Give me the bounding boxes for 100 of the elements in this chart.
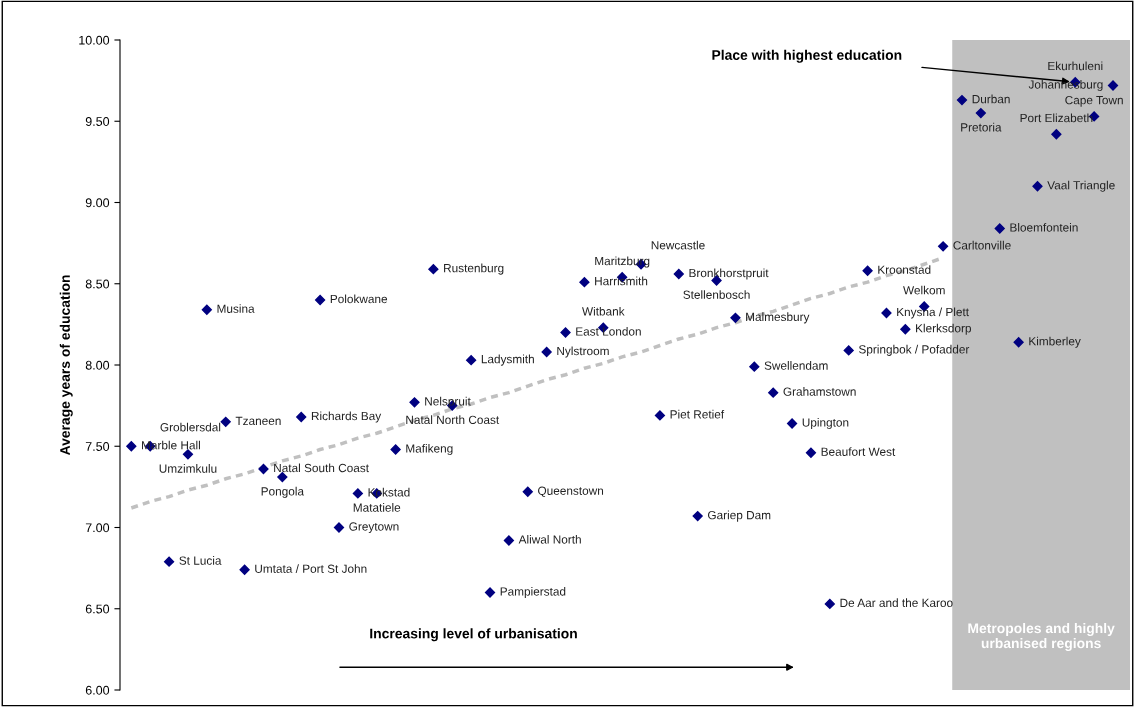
data-label: Newcastle bbox=[651, 240, 705, 250]
y-axis-title: Average years of education bbox=[59, 275, 73, 456]
data-label: Welkom bbox=[903, 285, 945, 295]
point bbox=[466, 355, 477, 366]
data-label: Klerksdorp bbox=[916, 323, 971, 335]
point bbox=[749, 361, 760, 372]
data-label: Ekurhuleni bbox=[1048, 61, 1103, 71]
data-label: Pampierstad bbox=[500, 587, 566, 598]
y-tick-label: 7.00 bbox=[85, 523, 110, 533]
data-label: Johannesburg bbox=[1028, 80, 1103, 91]
y-tick-label: 8.50 bbox=[85, 279, 110, 289]
point bbox=[673, 268, 684, 280]
data-label: Knysna / Plett bbox=[897, 307, 969, 319]
data-label: Beaufort West bbox=[821, 447, 896, 456]
data-label: Springbok / Pofadder bbox=[858, 344, 970, 356]
data-label: Umtata / Port St John bbox=[255, 564, 367, 573]
data-label: Greytown bbox=[349, 522, 399, 533]
data-label: Bronkhorstpruit bbox=[689, 268, 769, 280]
data-label: Pongola bbox=[261, 486, 305, 498]
point bbox=[163, 556, 175, 567]
point bbox=[1032, 181, 1043, 192]
data-label: Groblersdal bbox=[160, 422, 221, 432]
y-tick-label: 9.00 bbox=[85, 198, 110, 208]
point bbox=[201, 304, 212, 315]
annotation: Metropoles and highly urbanised regions bbox=[968, 622, 1115, 651]
point bbox=[503, 535, 515, 546]
point bbox=[560, 327, 571, 338]
point bbox=[843, 345, 854, 356]
y-tick-label: 9.50 bbox=[85, 117, 110, 126]
data-label: Ladysmith bbox=[481, 354, 534, 366]
point bbox=[579, 277, 590, 288]
point bbox=[409, 397, 420, 408]
data-label: Rustenburg bbox=[444, 263, 504, 275]
data-label: Nylstroom bbox=[557, 346, 609, 358]
data-label: Piet Retief bbox=[670, 409, 725, 419]
point bbox=[390, 444, 401, 455]
data-label: Gariep Dam bbox=[708, 510, 771, 522]
data-label: Durban bbox=[972, 94, 1010, 104]
point bbox=[768, 387, 779, 398]
data-label: Bloemfontein bbox=[1010, 223, 1078, 232]
annotation: Increasing level of urbanisation bbox=[370, 628, 577, 642]
point bbox=[352, 488, 363, 499]
data-label: Pretoria bbox=[961, 122, 1002, 132]
point bbox=[937, 241, 949, 252]
data-label: Cape Town bbox=[1065, 95, 1123, 107]
point bbox=[975, 108, 986, 119]
point bbox=[314, 294, 326, 306]
data-label: East London bbox=[576, 327, 641, 336]
point bbox=[428, 264, 439, 275]
data-label: Port Elizabeth bbox=[1020, 113, 1093, 123]
point bbox=[1051, 129, 1062, 140]
data-label: Harrismith bbox=[595, 276, 648, 286]
point bbox=[730, 312, 741, 323]
data-label: Tzaneen bbox=[235, 416, 281, 426]
y-tick-label: 7.50 bbox=[85, 442, 110, 451]
data-label: Swellendam bbox=[764, 361, 828, 370]
data-label: Upington bbox=[802, 418, 849, 429]
point bbox=[654, 410, 666, 421]
point bbox=[277, 472, 288, 483]
data-label: Malmesbury bbox=[746, 312, 810, 324]
data-label: Natal South Coast bbox=[274, 463, 369, 473]
data-label: Matatiele bbox=[353, 503, 401, 512]
data-label: Richards Bay bbox=[311, 411, 382, 423]
data-label: Mafikeng bbox=[406, 444, 453, 455]
data-label: Kroonstad bbox=[878, 265, 931, 274]
point bbox=[296, 411, 307, 423]
annotation: Place with highest education bbox=[712, 49, 902, 63]
y-tick-label: 6.50 bbox=[85, 604, 110, 614]
data-label: Grahamstown bbox=[783, 387, 856, 396]
point bbox=[182, 449, 194, 460]
point bbox=[541, 346, 552, 358]
data-label: Umzimkulu bbox=[159, 464, 217, 473]
point bbox=[862, 265, 873, 276]
point bbox=[126, 441, 137, 452]
data-label: Carltonville bbox=[953, 240, 1011, 250]
data-label: Musina bbox=[217, 304, 255, 313]
point bbox=[1013, 337, 1024, 348]
data-label: Nelspruit bbox=[425, 396, 471, 408]
data-label: De Aar and the Karoo bbox=[840, 598, 953, 608]
data-label: Polokwane bbox=[330, 294, 388, 304]
data-label: Aliwal North bbox=[518, 535, 581, 544]
data-label: Stellenbosch bbox=[683, 290, 750, 299]
y-tick-label: 10.00 bbox=[79, 35, 110, 45]
point bbox=[239, 564, 250, 575]
data-label: St Lucia bbox=[179, 556, 222, 565]
point bbox=[824, 598, 835, 609]
data-label: Kimberley bbox=[1029, 336, 1081, 348]
point bbox=[220, 416, 231, 427]
data-label: Queenstown bbox=[538, 486, 604, 498]
point bbox=[692, 511, 703, 522]
data-label: Witbank bbox=[582, 306, 625, 316]
point bbox=[994, 223, 1005, 234]
point bbox=[522, 486, 533, 497]
point bbox=[956, 95, 968, 106]
y-tick-label: 8.00 bbox=[85, 360, 110, 370]
point bbox=[900, 324, 911, 335]
point bbox=[805, 447, 817, 458]
data-label: Natal North Coast bbox=[406, 415, 500, 425]
y-tick-label: 6.00 bbox=[85, 685, 110, 695]
data-label: Vaal Triangle bbox=[1047, 180, 1115, 192]
